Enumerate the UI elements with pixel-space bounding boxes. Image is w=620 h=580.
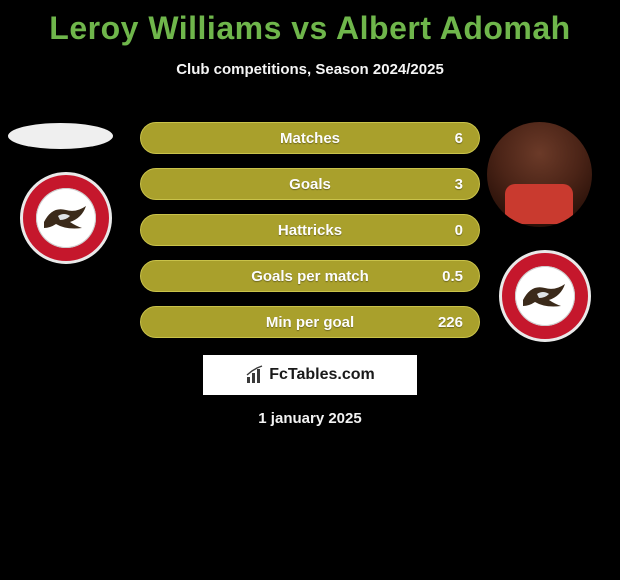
fctables-branding[interactable]: FcTables.com — [203, 355, 417, 395]
subtitle: Club competitions, Season 2024/2025 — [0, 61, 620, 78]
comparison-card: Leroy Williams vs Albert Adomah Club com… — [0, 0, 620, 580]
stats-list: Matches 6 Goals 3 Hattricks 0 Goals per … — [140, 122, 480, 352]
stat-label: Hattricks — [155, 222, 465, 239]
player-right-photo — [487, 122, 592, 227]
stat-label: Goals — [155, 176, 465, 193]
stat-row-min-per-goal: Min per goal 226 — [140, 306, 480, 338]
player-right-club-badge — [497, 248, 602, 343]
stat-row-hattricks: Hattricks 0 — [140, 214, 480, 246]
stat-value: 3 — [455, 176, 463, 193]
page-title: Leroy Williams vs Albert Adomah — [0, 0, 620, 47]
footer-date: 1 january 2025 — [0, 410, 620, 427]
stat-row-goals-per-match: Goals per match 0.5 — [140, 260, 480, 292]
walsall-badge-icon — [18, 170, 123, 265]
fctables-label: FcTables.com — [269, 366, 375, 384]
stat-value: 226 — [438, 314, 463, 331]
stat-value: 0.5 — [442, 268, 463, 285]
bar-chart-icon — [245, 365, 265, 385]
player-left-photo-placeholder — [8, 123, 113, 149]
stat-label: Goals per match — [155, 268, 465, 285]
player-left-club-badge — [18, 170, 123, 265]
stat-value: 0 — [455, 222, 463, 239]
stat-label: Min per goal — [155, 314, 465, 331]
stat-row-goals: Goals 3 — [140, 168, 480, 200]
stat-value: 6 — [455, 130, 463, 147]
stat-label: Matches — [155, 130, 465, 147]
walsall-badge-icon — [497, 248, 602, 343]
stat-row-matches: Matches 6 — [140, 122, 480, 154]
